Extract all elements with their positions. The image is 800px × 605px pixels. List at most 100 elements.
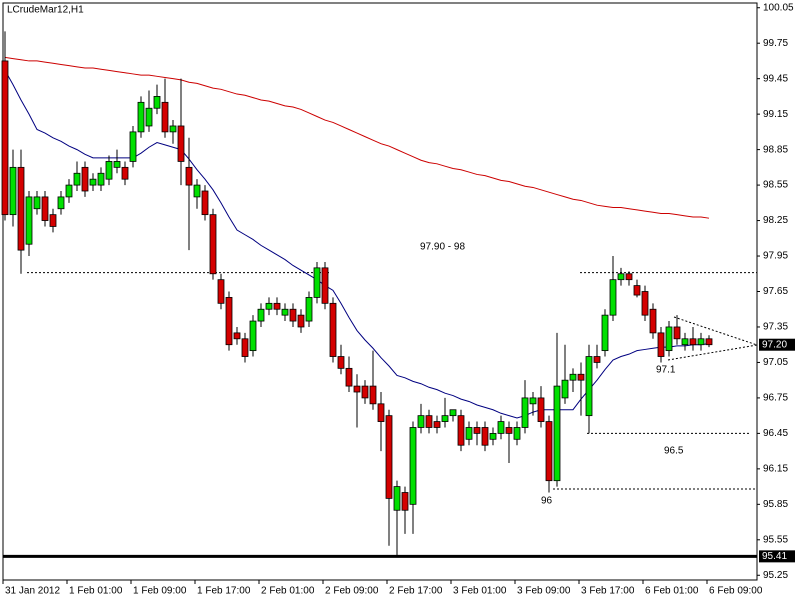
y-tick-label: 96.45	[763, 428, 788, 439]
candle-body	[137, 101, 145, 133]
x-tick-label: 1 Feb 09:00	[133, 586, 187, 597]
candle-body	[705, 338, 713, 346]
x-tick-label: 3 Feb 09:00	[517, 586, 571, 597]
candle-body	[593, 356, 601, 363]
candle-body	[361, 385, 369, 399]
candle-body	[337, 356, 345, 369]
candle-body	[265, 302, 273, 310]
candle-body	[121, 166, 129, 180]
candle-body	[489, 432, 497, 440]
candle-body	[529, 397, 537, 405]
y-tick-label: 99.15	[763, 109, 788, 120]
candle-body	[209, 214, 217, 275]
ma-line	[4, 56, 710, 219]
candle-body	[353, 385, 361, 393]
candle-body	[321, 267, 329, 304]
price-box	[759, 338, 795, 351]
candle-body	[17, 166, 25, 251]
candle-body	[217, 279, 225, 304]
candle-body	[345, 367, 353, 387]
candle-body	[393, 486, 401, 511]
candle-body	[617, 273, 625, 281]
candle-body	[249, 320, 257, 352]
candle-body	[329, 302, 337, 357]
candle-body	[553, 385, 561, 482]
candle-body	[537, 397, 545, 422]
candle-body	[233, 332, 241, 340]
candle-body	[81, 166, 89, 192]
candle-body	[193, 184, 201, 198]
candle-body	[105, 161, 113, 180]
y-tick-label: 95.85	[763, 499, 788, 510]
candle-body	[545, 421, 553, 482]
candle-body	[449, 409, 457, 417]
candle-body	[33, 196, 41, 210]
candle-body	[145, 107, 153, 127]
candle-body	[201, 190, 209, 216]
candle-body	[409, 427, 417, 505]
candle-body	[697, 338, 705, 346]
candle-body	[113, 161, 121, 168]
candle-body	[313, 267, 321, 298]
candle-body	[417, 415, 425, 428]
x-tick-label: 2 Feb 09:00	[325, 586, 379, 597]
annotation: 97.90 - 98	[420, 242, 465, 253]
x-tick-label: 6 Feb 01:00	[645, 586, 699, 597]
candle-body	[441, 415, 449, 422]
y-tick-label: 96.75	[763, 393, 788, 404]
candle-body	[289, 308, 297, 322]
candle-body	[681, 338, 689, 346]
candle-body	[185, 166, 193, 186]
y-tick-label: 97.95	[763, 251, 788, 262]
annotation: 97.1	[656, 365, 676, 376]
candle-body	[97, 172, 105, 186]
candle-body	[89, 178, 97, 186]
x-tick-label: 6 Feb 09:00	[709, 586, 763, 597]
y-tick-label: 99.45	[763, 73, 788, 84]
price-label: 97.20	[762, 339, 787, 350]
candle-body	[25, 196, 33, 245]
candle-body	[377, 403, 385, 422]
candle-body	[369, 385, 377, 405]
plot-frame	[2, 2, 758, 581]
x-tick-label: 3 Feb 01:00	[453, 586, 507, 597]
candle-body	[465, 427, 473, 440]
y-tick-label: 96.15	[763, 463, 788, 474]
candle-body	[633, 285, 641, 296]
candle-body	[305, 297, 313, 322]
candle-body	[433, 421, 441, 428]
candle-body	[585, 356, 593, 417]
candle-body	[161, 101, 169, 133]
candle-body	[569, 373, 577, 381]
candle-body	[561, 379, 569, 399]
candle-body	[625, 273, 633, 281]
candle-body	[577, 373, 585, 381]
candle-body	[257, 308, 265, 322]
candle-body	[241, 338, 249, 357]
candle-body	[657, 332, 665, 357]
candle-body	[169, 125, 177, 133]
candle-body	[641, 291, 649, 316]
candle-body	[153, 96, 161, 109]
candle-body	[521, 397, 529, 428]
y-tick-label: 98.25	[763, 215, 788, 226]
y-tick-label: 95.55	[763, 534, 788, 545]
candle-body	[1, 60, 9, 216]
y-tick-label: 100.05	[763, 2, 794, 13]
trend-line	[673, 316, 758, 346]
candle-body	[673, 326, 681, 340]
y-tick-label: 98.55	[763, 180, 788, 191]
annotation: 96.5	[664, 446, 684, 457]
y-tick-label: 99.75	[763, 38, 788, 49]
candle-body	[689, 338, 697, 346]
candle-body	[385, 415, 393, 499]
candle-body	[401, 492, 409, 511]
candle-body	[49, 214, 57, 227]
x-tick-label: 2 Feb 17:00	[389, 586, 443, 597]
candle-body	[505, 427, 513, 434]
candle-body	[57, 196, 65, 210]
price-box	[759, 550, 795, 563]
candle-body	[273, 302, 281, 310]
candle-body	[129, 131, 137, 162]
